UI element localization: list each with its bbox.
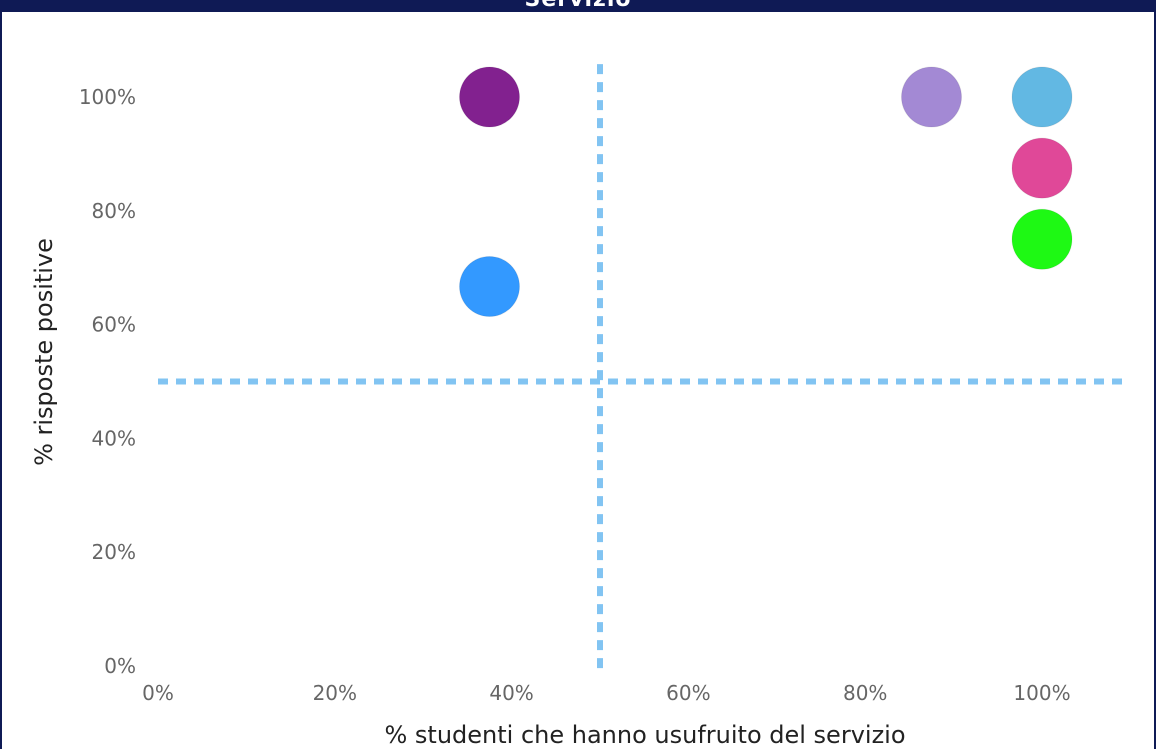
data-point[interactable]	[1011, 137, 1073, 199]
y-tick-label: 40%	[92, 426, 136, 450]
x-axis-ticks: 0% 20% 40% 60% 80% 100%	[142, 681, 1070, 705]
y-axis-ticks: 0% 20% 40% 60% 80% 100%	[79, 85, 136, 678]
y-axis-label: % risposte positive	[30, 238, 58, 466]
y-tick-label: 20%	[92, 540, 136, 564]
data-point[interactable]	[901, 66, 962, 128]
data-point[interactable]	[459, 255, 520, 317]
title-bar: Servizio	[0, 0, 1156, 12]
x-tick-label: 60%	[666, 681, 710, 705]
data-points	[459, 66, 1073, 317]
reference-lines	[158, 64, 1130, 670]
x-tick-label: 80%	[843, 681, 887, 705]
data-point[interactable]	[1011, 66, 1073, 128]
y-tick-label: 0%	[104, 654, 136, 678]
data-point[interactable]	[459, 66, 520, 128]
x-tick-label: 100%	[1013, 681, 1070, 705]
x-tick-label: 40%	[489, 681, 533, 705]
data-point[interactable]	[1011, 208, 1073, 270]
x-axis-label: % studenti che hanno usufruito del servi…	[384, 721, 905, 749]
y-tick-label: 100%	[79, 85, 136, 109]
chart-title: Servizio	[0, 0, 1156, 12]
y-tick-label: 60%	[92, 313, 136, 337]
y-tick-label: 80%	[92, 199, 136, 223]
x-tick-label: 20%	[313, 681, 357, 705]
x-tick-label: 0%	[142, 681, 174, 705]
